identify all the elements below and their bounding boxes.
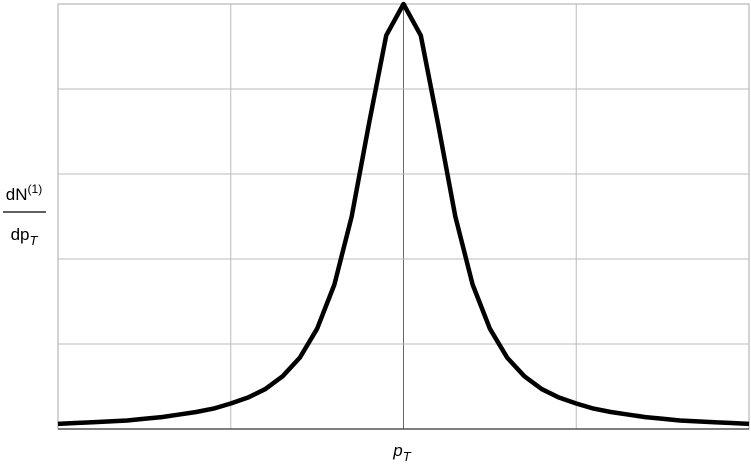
y-label-sub: T [29, 233, 38, 248]
y-label-numerator: dN(1) [6, 182, 42, 204]
y-label-text: dp [11, 225, 30, 244]
data-line [57, 1, 750, 427]
x-label-sub: T [403, 449, 412, 464]
y-label-denominator: dpT [11, 225, 39, 248]
x-label: pT [392, 441, 411, 464]
x-label-text: p [392, 441, 402, 460]
y-label-sup: (1) [28, 182, 43, 196]
y-label-text: dN [6, 185, 28, 204]
